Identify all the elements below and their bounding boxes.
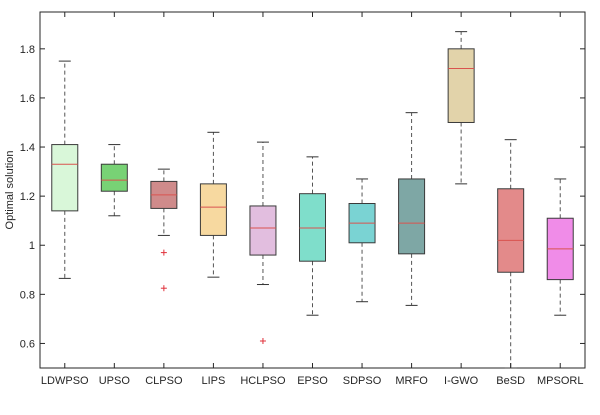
y-axis-label: Optimal solution: [4, 151, 16, 230]
y-tick-label: 1.8: [20, 44, 35, 56]
box-body: [447, 48, 475, 123]
box-lips: [199, 131, 227, 278]
box-body: [497, 188, 525, 273]
x-tick-label: EPSO: [297, 375, 328, 387]
y-tick-label: 0.8: [20, 289, 35, 301]
x-tick-label: CLPSO: [145, 375, 183, 387]
box-body: [398, 178, 426, 255]
outlier-marker: [160, 249, 167, 256]
y-tick-label: 0.6: [20, 338, 35, 350]
box-body: [100, 163, 128, 192]
outlier-marker: [160, 285, 167, 292]
box-mrfo: [398, 112, 426, 306]
boxes-layer: [51, 31, 574, 369]
x-tick-label: MRFO: [395, 375, 428, 387]
x-tick-label: MPSORL: [537, 375, 583, 387]
y-axis: 0.6 0.8 1 1.2 1.4 1.6 1.8: [20, 44, 585, 350]
box-upso: [100, 144, 128, 217]
x-tick-label: I-GWO: [444, 375, 479, 387]
box-body: [249, 205, 277, 256]
box-ldwpso: [51, 60, 79, 279]
box-sdpso: [348, 178, 376, 303]
y-tick-label: 1: [29, 240, 35, 252]
x-tick-label: BeSD: [496, 375, 525, 387]
box-body: [51, 144, 79, 212]
box-body: [199, 183, 227, 236]
box-body: [299, 193, 326, 262]
box-epso: [299, 156, 326, 316]
x-axis: LDWPSO UPSO CLPSO LIPS HCLPSO EPSO SDPSO MRFO I-…: [41, 12, 583, 387]
outlier-marker: [259, 337, 266, 344]
x-tick-label: HCLPSO: [240, 375, 286, 387]
y-tick-label: 1.2: [20, 191, 35, 203]
box-i-gwo: [447, 31, 475, 185]
box-mpsorl: [546, 178, 574, 316]
y-tick-label: 1.6: [20, 93, 35, 105]
box-besd: [497, 139, 525, 369]
box-hclpso: [249, 141, 277, 344]
x-tick-label: UPSO: [99, 375, 131, 387]
box-clpso: [150, 168, 178, 292]
y-tick-label: 1.4: [20, 142, 35, 154]
x-tick-label: SDPSO: [343, 375, 382, 387]
x-tick-label: LDWPSO: [41, 375, 89, 387]
x-tick-label: LIPS: [201, 375, 225, 387]
